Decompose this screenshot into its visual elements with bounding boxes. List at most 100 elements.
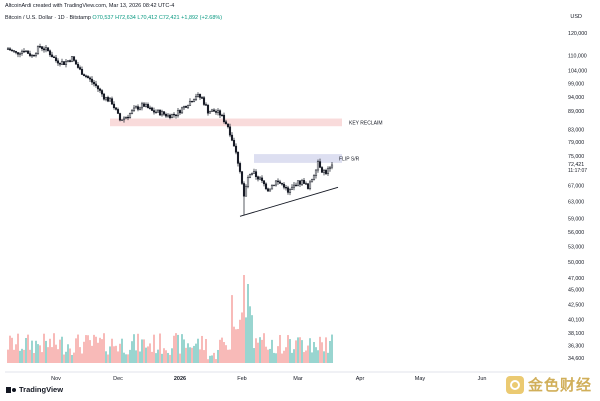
volume-bar <box>239 319 241 363</box>
candle-body <box>282 183 286 188</box>
candle-body <box>266 188 270 192</box>
ohlc-open: O70,537 <box>92 15 114 21</box>
candle-body <box>16 52 20 55</box>
volume-bar <box>85 335 87 363</box>
volume-bar <box>309 338 311 363</box>
candle-body <box>14 51 18 53</box>
candle-body <box>186 105 190 108</box>
price-tick-label: 67,000 <box>568 183 584 189</box>
candle-body <box>70 56 74 62</box>
candle-body <box>204 104 208 106</box>
volume-bar <box>317 350 319 363</box>
candle-body <box>294 184 298 187</box>
tradingview-icon <box>6 386 16 393</box>
volume-bar <box>95 336 97 363</box>
symbol-header: Bitcoin / U.S. Dollar · 1D · Bitstamp O7… <box>5 15 222 21</box>
volume-bar <box>207 359 209 363</box>
tradingview-brand: TradingView <box>19 385 64 394</box>
candle-body <box>58 62 62 65</box>
candle-body <box>36 46 40 54</box>
candle-body <box>312 175 316 180</box>
ohlc-high: H72,634 <box>115 15 136 21</box>
candle-body <box>136 106 140 110</box>
volume-bar <box>221 337 223 363</box>
candle-body <box>174 114 178 117</box>
candle-body <box>320 167 324 173</box>
volume-bar <box>319 336 321 363</box>
price-tick-label: 110,000 <box>568 54 587 60</box>
candle-body <box>256 176 260 180</box>
candle-body <box>50 54 54 58</box>
candle-body <box>114 107 118 110</box>
volume-bar <box>77 334 79 363</box>
candle-body <box>284 187 288 189</box>
candle-body <box>308 181 312 189</box>
volume-bar <box>179 353 181 363</box>
volume-bar <box>123 352 125 363</box>
volume-bar <box>255 338 257 363</box>
candle-body <box>54 57 58 62</box>
candle-body <box>212 109 216 112</box>
volume-bar <box>295 340 297 363</box>
volume-bar <box>127 354 129 363</box>
candle-body <box>154 111 158 114</box>
price-tick-label: 56,000 <box>568 230 584 236</box>
candle-body <box>268 188 272 192</box>
candle-body <box>132 107 136 111</box>
volume-bar <box>315 347 317 363</box>
volume-bar <box>75 338 77 363</box>
volume-bar <box>63 354 65 363</box>
volume-bar <box>161 353 163 363</box>
candle-body <box>98 88 102 91</box>
ascending-trendline[interactable] <box>239 186 339 217</box>
candle-body <box>120 119 124 121</box>
volume-bar <box>39 345 41 363</box>
candle-body <box>292 184 296 188</box>
volume-bar <box>297 337 299 363</box>
volume-bar <box>275 353 277 363</box>
volume-bar <box>251 315 253 363</box>
volume-bar <box>213 352 215 363</box>
candle-body <box>168 114 172 119</box>
volume-bar <box>201 335 203 363</box>
candle-body <box>32 54 36 57</box>
price-tick-label: 120,000 <box>568 31 587 37</box>
candle-body <box>10 49 14 52</box>
volume-bar <box>285 347 287 363</box>
volume-bar <box>287 335 289 363</box>
zone-flip-sr <box>254 154 342 163</box>
candle-body <box>246 177 250 187</box>
volume-bar <box>23 349 25 363</box>
volume-bar <box>135 350 137 363</box>
volume-bar <box>121 338 123 363</box>
candle-body <box>314 169 318 176</box>
volume-bar <box>279 334 281 363</box>
volume-bar <box>117 351 119 363</box>
volume-bar <box>205 338 207 363</box>
candle-body <box>62 61 66 65</box>
candle-body <box>68 60 72 62</box>
candle-body <box>248 174 252 178</box>
candle-body <box>274 180 278 186</box>
candle-body <box>158 109 162 116</box>
candle-body <box>78 67 82 70</box>
volume-bar <box>223 342 225 363</box>
zone-label-key-reclaim: KEY RECLAIM <box>349 121 383 127</box>
candle-body <box>8 48 12 51</box>
volume-bar <box>109 346 111 363</box>
volume-bar <box>9 335 11 363</box>
volume-bar <box>277 346 279 363</box>
candle-body <box>88 77 92 80</box>
volume-bar <box>51 347 53 363</box>
volume-bar <box>101 339 103 363</box>
candle-countdown: 11:17:07 <box>568 168 587 174</box>
watermark-coin-icon <box>505 375 524 394</box>
candle-body <box>190 100 194 103</box>
candle-body <box>66 60 70 62</box>
price-tick-label: 34,600 <box>568 356 584 362</box>
volume-bar <box>261 339 263 363</box>
candle-body <box>216 110 220 113</box>
volume-bar <box>225 345 227 363</box>
candle-body <box>108 98 112 102</box>
